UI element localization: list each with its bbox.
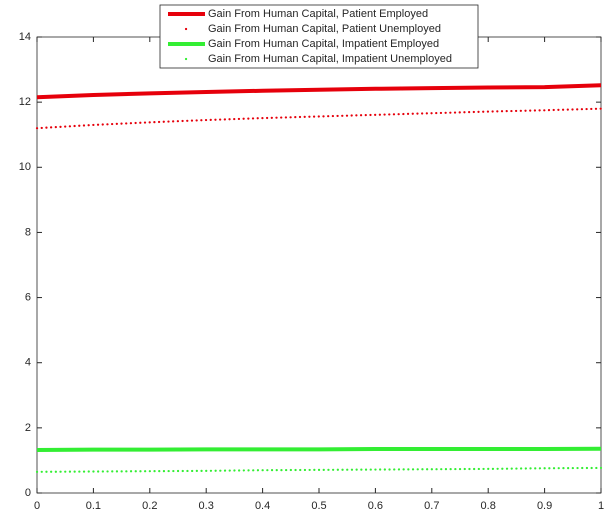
y-tick-label: 0 [25,487,31,499]
series-line [35,466,603,473]
y-tick-label: 6 [25,291,31,303]
x-tick-label: 0.6 [368,500,383,512]
series-line [36,446,602,453]
x-tick-label: 1 [598,500,604,512]
y-tick-label: 12 [19,96,31,108]
y-tick-label: 4 [25,357,31,369]
legend-box [159,4,479,69]
x-tick-label: 0.3 [199,500,214,512]
series-line [35,107,603,130]
y-tick-label: 2 [25,422,31,434]
legend-label: Gain From Human Capital, Patient Unemplo… [208,23,441,35]
x-tick-label: 0.5 [311,500,326,512]
legend-label: Gain From Human Capital, Impatient Emplo… [208,38,439,50]
y-tick-label: 10 [19,161,31,173]
x-tick-label: 0.9 [537,500,552,512]
series-line [36,83,602,100]
legend-label: Gain From Human Capital, Patient Employe… [208,8,428,20]
x-tick-label: 0.7 [424,500,439,512]
x-tick-label: 0.8 [481,500,496,512]
x-tick-label: 0 [34,500,40,512]
plot-area [36,36,602,494]
y-tick-label: 8 [25,226,31,238]
x-tick-label: 0.4 [255,500,270,512]
x-tick-label: 0.2 [142,500,157,512]
x-tick-label: 0.1 [86,500,101,512]
y-tick-label: 14 [19,31,31,43]
legend-label: Gain From Human Capital, Impatient Unemp… [208,53,452,65]
